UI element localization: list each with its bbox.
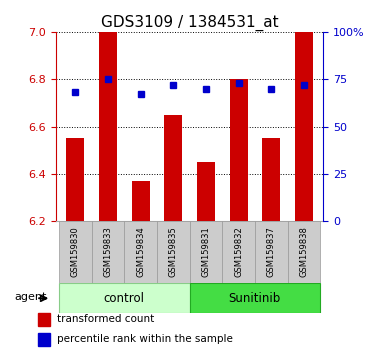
Title: GDS3109 / 1384531_at: GDS3109 / 1384531_at	[101, 14, 278, 30]
Text: Sunitinib: Sunitinib	[229, 292, 281, 305]
Bar	[99, 32, 117, 221]
Bar	[59, 221, 92, 283]
Bar	[67, 138, 84, 221]
Bar	[255, 221, 288, 283]
Text: GSM159833: GSM159833	[104, 226, 112, 277]
Text: control: control	[104, 292, 145, 305]
Bar	[222, 221, 255, 283]
Bar	[190, 221, 222, 283]
Bar	[132, 181, 150, 221]
Text: GSM159838: GSM159838	[299, 226, 308, 277]
Bar	[38, 313, 50, 326]
Text: agent: agent	[14, 292, 46, 302]
Bar	[197, 162, 215, 221]
Bar	[92, 221, 124, 283]
Bar	[164, 115, 182, 221]
Bar	[190, 283, 320, 313]
Bar	[157, 221, 190, 283]
Bar	[59, 283, 190, 313]
Text: GSM159834: GSM159834	[136, 226, 145, 277]
Bar	[262, 138, 280, 221]
Bar	[295, 32, 313, 221]
Text: GSM159832: GSM159832	[234, 226, 243, 277]
Text: transformed count: transformed count	[57, 314, 154, 324]
Text: GSM159830: GSM159830	[71, 226, 80, 277]
Bar	[124, 221, 157, 283]
Bar	[229, 79, 248, 221]
Bar	[38, 333, 50, 346]
Text: GSM159837: GSM159837	[267, 226, 276, 277]
Text: GSM159831: GSM159831	[201, 226, 211, 277]
Text: percentile rank within the sample: percentile rank within the sample	[57, 334, 233, 344]
Bar	[288, 221, 320, 283]
Text: GSM159835: GSM159835	[169, 226, 178, 277]
